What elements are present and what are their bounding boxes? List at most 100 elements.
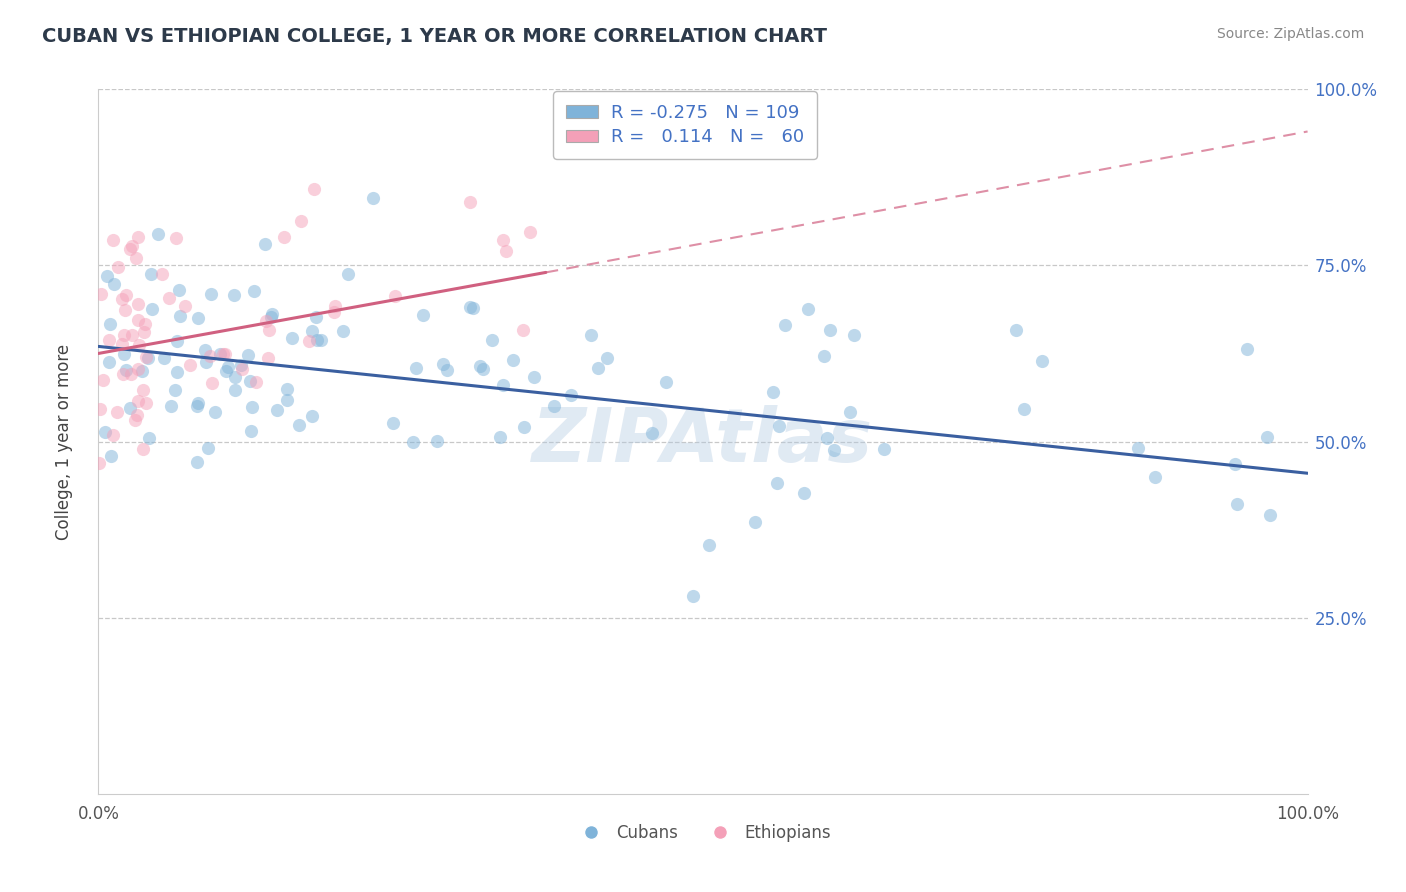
Point	[491, 378, 513, 392]
Point	[512, 323, 534, 337]
Point	[596, 351, 619, 365]
Point	[323, 305, 346, 319]
Point	[127, 296, 149, 310]
Point	[586, 360, 609, 375]
Point	[179, 359, 201, 373]
Point	[513, 420, 536, 434]
Point	[198, 350, 221, 364]
Point	[773, 318, 796, 332]
Point	[768, 418, 790, 433]
Point	[259, 323, 281, 337]
Point	[186, 455, 208, 469]
Point	[124, 252, 146, 266]
Point	[167, 284, 190, 298]
Point	[114, 288, 136, 302]
Point	[97, 354, 120, 368]
Point	[174, 299, 197, 313]
Point	[214, 347, 236, 361]
Point	[132, 442, 155, 456]
Point	[266, 403, 288, 417]
Point	[97, 333, 120, 347]
Point	[194, 355, 217, 369]
Point	[124, 413, 146, 427]
Point	[132, 326, 155, 340]
Point	[872, 442, 894, 457]
Point	[169, 309, 191, 323]
Point	[222, 288, 245, 302]
Point	[412, 308, 434, 322]
Point	[655, 375, 678, 389]
Point	[641, 425, 664, 440]
Point	[332, 324, 354, 338]
Point	[127, 230, 149, 244]
Point	[204, 405, 226, 419]
Point	[186, 399, 208, 413]
Point	[1144, 469, 1167, 483]
Point	[201, 376, 224, 390]
Point	[323, 299, 346, 313]
Point	[91, 373, 114, 387]
Point	[187, 311, 209, 326]
Point	[197, 441, 219, 455]
Point	[502, 352, 524, 367]
Point	[458, 300, 481, 314]
Point	[304, 182, 326, 196]
Point	[153, 351, 176, 365]
Point	[384, 289, 406, 303]
Point	[165, 231, 187, 245]
Point	[766, 475, 789, 490]
Point	[103, 277, 125, 292]
Point	[120, 368, 142, 382]
Point	[215, 364, 238, 378]
Point	[298, 334, 321, 348]
Point	[1128, 442, 1150, 456]
Point	[262, 307, 284, 321]
Point	[121, 239, 143, 253]
Point	[127, 361, 149, 376]
Point	[160, 399, 183, 413]
Point	[114, 303, 136, 318]
Point	[115, 363, 138, 377]
Point	[243, 284, 266, 298]
Point	[381, 417, 404, 431]
Point	[135, 396, 157, 410]
Point	[519, 225, 541, 239]
Point	[1236, 342, 1258, 356]
Point	[245, 376, 267, 390]
Point	[276, 383, 298, 397]
Point	[194, 343, 217, 357]
Point	[211, 347, 233, 361]
Point	[121, 327, 143, 342]
Point	[793, 486, 815, 500]
Point	[217, 359, 239, 374]
Point	[281, 331, 304, 345]
Point	[111, 337, 134, 351]
Point	[491, 234, 513, 248]
Point	[90, 286, 112, 301]
Point	[276, 392, 298, 407]
Point	[224, 383, 246, 397]
Point	[361, 191, 384, 205]
Point	[224, 370, 246, 384]
Point	[146, 227, 169, 242]
Point	[132, 383, 155, 397]
Point	[823, 442, 845, 457]
Point	[240, 424, 263, 438]
Point	[112, 368, 135, 382]
Point	[488, 430, 510, 444]
Point	[134, 318, 156, 332]
Point	[305, 310, 328, 325]
Point	[523, 370, 546, 384]
Point	[138, 431, 160, 445]
Point	[797, 301, 820, 316]
Point	[682, 590, 704, 604]
Point	[98, 317, 121, 331]
Point	[120, 401, 142, 415]
Point	[1256, 429, 1278, 443]
Point	[101, 428, 124, 442]
Point	[105, 405, 128, 419]
Point	[128, 338, 150, 352]
Point	[107, 260, 129, 274]
Point	[461, 301, 484, 315]
Point	[1012, 401, 1035, 416]
